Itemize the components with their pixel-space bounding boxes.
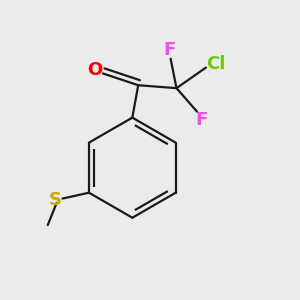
Text: Cl: Cl (207, 55, 226, 73)
Text: S: S (49, 191, 62, 209)
Text: F: F (195, 111, 208, 129)
Text: O: O (87, 61, 102, 80)
Text: F: F (163, 41, 175, 59)
